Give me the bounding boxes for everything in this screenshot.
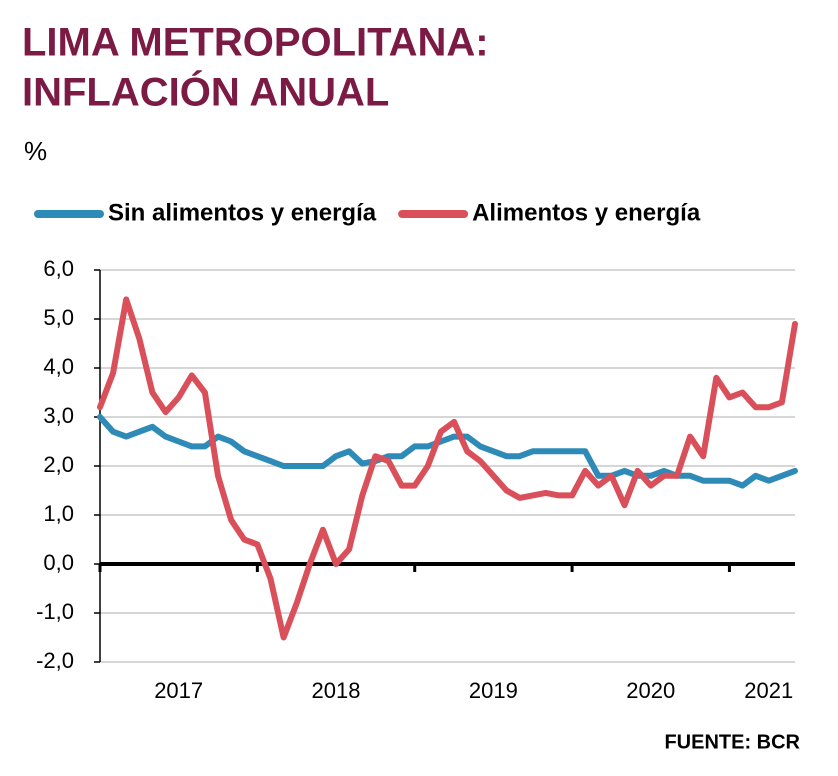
y-tick-label: 3,0	[43, 403, 74, 428]
x-tick-label: 2021	[744, 678, 793, 703]
series-line	[97, 296, 798, 641]
source: FUENTE: BCR	[664, 731, 800, 753]
legend-label: Sin alimentos y energía	[108, 199, 377, 226]
chart-title: INFLACIÓN ANUAL	[22, 69, 389, 115]
y-tick-label: 0,0	[43, 550, 74, 575]
x-tick-label: 2020	[626, 678, 675, 703]
y-unit: %	[24, 136, 47, 166]
y-tick-label: -2,0	[36, 648, 74, 673]
y-tick-label: 1,0	[43, 501, 74, 526]
legend-label: Alimentos y energía	[472, 199, 701, 226]
y-tick-label: 4,0	[43, 354, 74, 379]
x-tick-label: 2018	[312, 678, 361, 703]
y-tick-label: -1,0	[36, 599, 74, 624]
y-tick-label: 5,0	[43, 305, 74, 330]
x-tick-label: 2019	[469, 678, 518, 703]
y-tick-label: 2,0	[43, 452, 74, 477]
chart-title: LIMA METROPOLITANA:	[22, 21, 489, 65]
y-tick-label: 6,0	[43, 256, 74, 281]
x-tick-label: 2017	[154, 678, 203, 703]
